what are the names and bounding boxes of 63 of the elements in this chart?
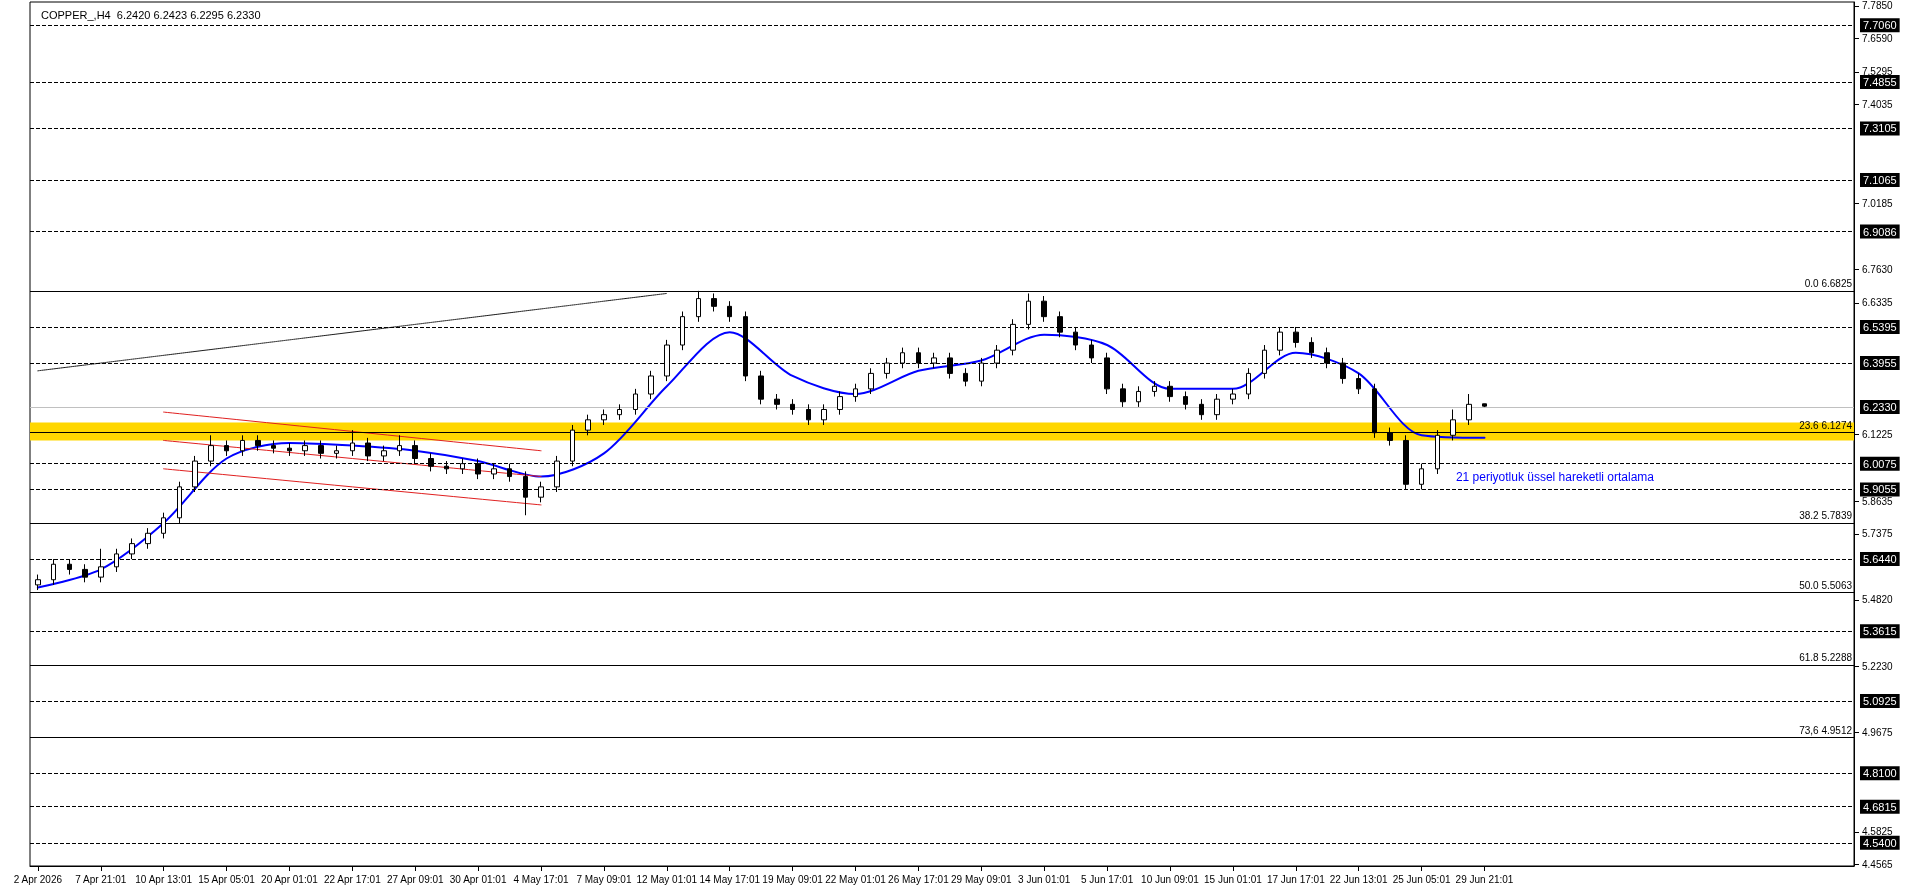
- y-tick-label: 4.5825: [1862, 826, 1894, 838]
- ref-line-label: 7.1065: [1863, 173, 1897, 186]
- ref-line-label: 5.3615: [1863, 625, 1897, 638]
- x-tick-label: 15 Apr 05:01: [198, 873, 256, 885]
- x-tick-label: 25 Jun 05:01: [1392, 873, 1451, 885]
- x-tick-label: 4 May 17:01: [513, 873, 569, 885]
- y-tick-label: 5.4820: [1862, 594, 1894, 606]
- ref-line-label: 6.3955: [1863, 357, 1897, 370]
- x-tick-label: 29 Jun 21:01: [1455, 873, 1514, 885]
- ref-line-label: 5.6440: [1863, 553, 1897, 566]
- y-tick-label: 6.6335: [1862, 297, 1894, 309]
- x-tick-label: 22 Jun 13:01: [1329, 873, 1389, 885]
- x-tick-label: 26 May 17:01: [888, 873, 950, 885]
- x-tick-label: 15 Jun 01:01: [1203, 873, 1263, 885]
- x-tick-label: 22 Apr 17:01: [323, 873, 382, 885]
- x-tick-label: 10 Jun 09:01: [1141, 873, 1200, 885]
- x-tick-label: 30 Apr 01:01: [449, 873, 507, 885]
- ref-line-label: 73,6 4.9512: [1799, 724, 1853, 736]
- ref-line-label: 38.2 5.7839: [1799, 510, 1853, 522]
- ref-line-label: 4.5400: [1863, 836, 1897, 849]
- x-tick-label: 7 Apr 21:01: [75, 873, 127, 885]
- y-tick-label: 7.4035: [1862, 98, 1894, 110]
- ref-line-label: 4.8100: [1863, 767, 1897, 780]
- ref-line-label: 7.3105: [1863, 122, 1897, 135]
- annotation: 21 periyotluk üssel hareketli ortalama: [1455, 470, 1655, 484]
- ref-line-label: 61.8 5.2288: [1799, 652, 1853, 664]
- ref-line-label: 5.9055: [1863, 483, 1897, 496]
- y-tick-label: 4.4565: [1862, 858, 1894, 870]
- y-tick-label: 7.7850: [1862, 0, 1894, 12]
- ref-line-label: 6.5395: [1863, 320, 1897, 333]
- x-tick-label: 2 Apr 2026: [13, 873, 63, 885]
- y-tick-label: 4.9675: [1862, 727, 1894, 739]
- y-tick-label: 6.1225: [1862, 429, 1894, 441]
- x-tick-label: 27 Apr 09:01: [386, 873, 445, 885]
- ref-line-label: 7.7060: [1863, 19, 1897, 32]
- y-tick-label: 5.7375: [1862, 528, 1894, 540]
- y-tick-label: 7.5295: [1862, 66, 1894, 78]
- ref-line-label: 4.6815: [1863, 800, 1897, 813]
- x-tick-label: 12 May 01:01: [636, 873, 698, 885]
- text: COPPER_,H4 6.2420 6.2423 6.2295 6.2330: [41, 8, 261, 21]
- ref-line-label: 23.6 6.1274: [1799, 420, 1853, 432]
- y-tick-label: 5.2230: [1862, 661, 1894, 673]
- ref-line-label: 50.0 5.5063: [1799, 580, 1853, 592]
- x-tick-label: 7 May 09:01: [576, 873, 632, 885]
- x-tick-label: 22 May 01:01: [825, 873, 887, 885]
- ref-line-label: 7.4855: [1863, 75, 1897, 88]
- ref-line-label: 6.2330: [1863, 400, 1897, 413]
- y-tick-label: 5.8635: [1862, 495, 1894, 507]
- y-tick-label: 7.0185: [1862, 198, 1894, 210]
- x-tick-label: 20 Apr 01:01: [261, 873, 319, 885]
- ref-line-label: 0.0 6.6825: [1804, 278, 1853, 290]
- x-tick-label: 5 Jun 17:01: [1080, 873, 1134, 885]
- x-tick-label: 19 May 09:01: [762, 873, 824, 885]
- x-tick-label: 10 Apr 13:01: [135, 873, 193, 885]
- y-tick-label: 6.7630: [1862, 263, 1894, 275]
- ref-line-label: 5.0925: [1863, 694, 1897, 707]
- x-tick-label: 29 May 09:01: [951, 873, 1013, 885]
- y-tick-label: 7.6590: [1862, 32, 1894, 44]
- ref-line-label: 6.9086: [1863, 225, 1897, 238]
- x-tick-label: 3 Jun 01:01: [1018, 873, 1071, 885]
- x-tick-label: 17 Jun 17:01: [1266, 873, 1326, 885]
- x-tick-label: 14 May 17:01: [699, 873, 761, 885]
- ref-line-label: 6.0075: [1863, 457, 1897, 470]
